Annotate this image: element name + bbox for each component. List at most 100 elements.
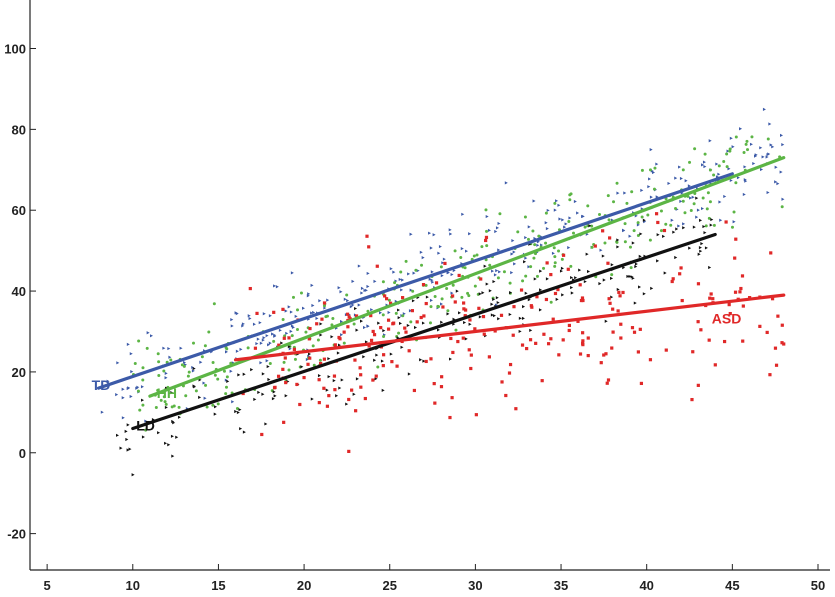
data-point bbox=[276, 374, 281, 378]
data-point bbox=[523, 215, 527, 219]
data-point bbox=[342, 341, 346, 345]
data-point bbox=[490, 313, 494, 317]
data-point bbox=[365, 234, 369, 238]
data-point bbox=[295, 327, 299, 331]
data-point bbox=[733, 290, 738, 294]
data-point bbox=[758, 324, 762, 328]
data-point bbox=[262, 312, 266, 316]
data-point bbox=[428, 277, 432, 281]
data-point bbox=[164, 376, 168, 380]
data-point bbox=[272, 339, 276, 343]
data-point bbox=[376, 365, 380, 369]
data-point bbox=[377, 321, 381, 325]
data-point bbox=[490, 302, 494, 306]
data-point bbox=[704, 246, 708, 250]
data-point bbox=[664, 348, 668, 352]
data-point bbox=[287, 336, 291, 340]
data-point bbox=[621, 290, 625, 295]
data-point bbox=[441, 305, 445, 309]
trend-line-asd bbox=[233, 293, 786, 362]
data-point bbox=[774, 180, 778, 184]
data-point bbox=[154, 406, 158, 410]
data-point bbox=[407, 349, 411, 353]
data-point bbox=[544, 297, 549, 302]
data-point bbox=[509, 291, 513, 295]
data-point bbox=[401, 314, 405, 318]
data-point bbox=[640, 188, 644, 193]
data-point bbox=[275, 285, 279, 289]
data-point bbox=[290, 334, 294, 338]
data-point bbox=[422, 359, 426, 363]
data-point bbox=[706, 191, 710, 195]
data-point bbox=[616, 287, 620, 292]
data-point bbox=[460, 295, 464, 299]
data-point bbox=[622, 229, 626, 233]
data-point bbox=[546, 342, 551, 346]
data-point bbox=[319, 361, 323, 366]
data-point bbox=[308, 352, 312, 356]
data-point bbox=[283, 356, 287, 360]
data-point bbox=[618, 294, 622, 298]
data-point bbox=[265, 334, 269, 338]
data-point bbox=[492, 279, 496, 284]
data-point bbox=[520, 343, 525, 347]
data-point bbox=[631, 241, 635, 245]
data-point bbox=[330, 323, 334, 327]
data-point bbox=[475, 253, 479, 257]
data-point bbox=[164, 441, 168, 445]
data-point bbox=[681, 168, 685, 172]
data-point bbox=[555, 297, 559, 301]
data-point bbox=[164, 371, 168, 375]
data-point bbox=[179, 346, 183, 350]
data-point bbox=[446, 312, 450, 316]
data-point bbox=[607, 218, 611, 222]
data-point bbox=[180, 363, 184, 367]
data-point bbox=[354, 306, 358, 311]
data-point bbox=[338, 386, 342, 390]
data-point bbox=[553, 261, 557, 265]
data-point bbox=[576, 211, 580, 215]
data-point bbox=[432, 233, 436, 237]
data-point bbox=[440, 274, 444, 278]
data-point bbox=[636, 234, 640, 238]
data-point bbox=[235, 312, 239, 316]
data-point bbox=[421, 321, 425, 325]
data-point bbox=[639, 381, 644, 386]
data-point bbox=[634, 262, 638, 266]
data-point bbox=[268, 341, 272, 345]
data-point bbox=[284, 380, 288, 385]
data-point bbox=[741, 304, 745, 308]
data-point bbox=[527, 225, 531, 229]
data-point bbox=[141, 435, 145, 439]
data-point bbox=[409, 288, 413, 292]
data-point bbox=[479, 277, 483, 281]
data-point bbox=[581, 343, 585, 347]
data-point bbox=[631, 276, 635, 280]
data-point bbox=[448, 228, 452, 232]
data-point bbox=[468, 322, 472, 326]
data-point bbox=[564, 222, 568, 226]
data-point bbox=[316, 338, 320, 342]
data-point bbox=[553, 291, 558, 296]
data-point bbox=[610, 263, 614, 267]
data-point bbox=[439, 265, 443, 269]
data-point bbox=[494, 229, 498, 234]
data-point bbox=[646, 213, 650, 217]
data-point bbox=[317, 401, 321, 405]
data-point bbox=[608, 301, 612, 305]
x-tick-label: 10 bbox=[126, 578, 140, 593]
data-point bbox=[131, 473, 135, 477]
data-point bbox=[397, 331, 401, 335]
data-point bbox=[258, 321, 262, 325]
data-point bbox=[545, 261, 549, 265]
data-point bbox=[398, 277, 402, 282]
data-point bbox=[253, 346, 258, 350]
data-point bbox=[456, 339, 460, 344]
data-point bbox=[587, 269, 591, 274]
data-point bbox=[544, 211, 548, 215]
data-point bbox=[349, 304, 353, 309]
data-point bbox=[733, 256, 737, 260]
data-point bbox=[211, 403, 215, 407]
data-point bbox=[711, 297, 715, 301]
data-point bbox=[366, 284, 370, 289]
